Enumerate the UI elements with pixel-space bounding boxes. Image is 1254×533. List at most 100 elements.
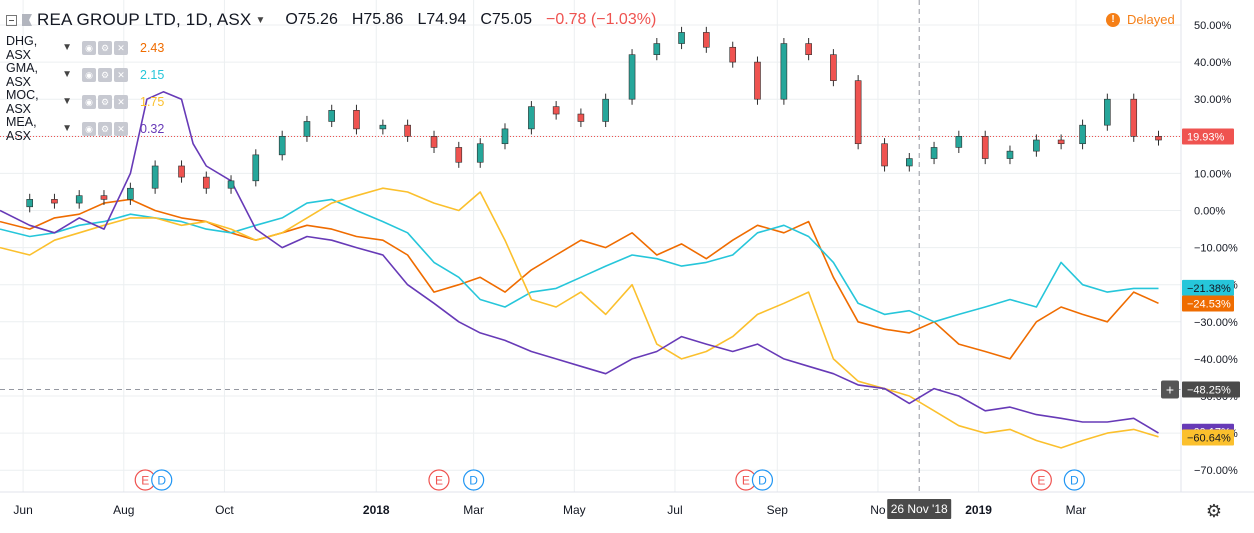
event-marker-label: D (157, 474, 166, 488)
legend: REA GROUP LTD, 1D, ASX ▼ O75.26 H75.86 L… (6, 6, 657, 143)
candle-up (1006, 150, 1014, 159)
x-tick-label: May (563, 503, 586, 517)
candle-down (981, 136, 989, 159)
visibility-eye-icon[interactable]: ◉ (82, 94, 96, 109)
candle-down (703, 32, 710, 48)
legend-symbol[interactable]: GMA, ASX (6, 60, 38, 89)
candle-up (955, 136, 963, 148)
chevron-down-icon[interactable]: ▼ (62, 42, 72, 53)
visibility-eye-icon[interactable]: ◉ (82, 121, 96, 136)
event-marker-label: D (469, 474, 478, 488)
settings-icon[interactable]: ⚙ (98, 121, 112, 136)
candle-up (1079, 124, 1086, 145)
legend-row[interactable]: DHG, ASX ▼ ◉ ⚙ ✕ 2.43 (6, 33, 656, 62)
candle-down (729, 46, 737, 63)
series-line-dhg (0, 198, 1159, 360)
crosshair-value-tag (1182, 381, 1240, 398)
candle-down (178, 165, 185, 178)
event-marker-label: E (435, 474, 443, 488)
candle-up (780, 43, 788, 100)
y-tick-label: 30.00% (1194, 94, 1232, 106)
legend-value: 2.43 (140, 40, 165, 55)
symbol-title[interactable]: REA GROUP LTD, 1D, ASX (37, 10, 252, 29)
crosshair-value-label: −48.25% (1187, 385, 1231, 397)
x-tick-label: Jun (13, 503, 32, 517)
legend-symbol[interactable]: MOC, ASX (6, 87, 39, 116)
price-tag (1182, 128, 1234, 145)
delayed-label: Delayed (1127, 12, 1175, 27)
x-tick-label: No (870, 503, 886, 517)
candle-up (278, 136, 286, 156)
candle-up (379, 124, 387, 130)
candle-up (151, 165, 159, 189)
candle-up (227, 180, 235, 189)
x-tick-label: 2019 (965, 503, 992, 517)
candle-down (455, 147, 463, 163)
delayed-indicator[interactable]: ! Delayed (1106, 12, 1175, 27)
candle-up (127, 187, 134, 200)
candle-up (303, 121, 311, 137)
visibility-eye-icon[interactable]: ◉ (82, 67, 96, 82)
legend-value: 1.75 (140, 94, 165, 109)
ohlc-change: −0.78 (−1.03%) (545, 11, 657, 28)
candle-up (653, 43, 661, 55)
series-line-moc (0, 187, 1159, 449)
remove-close-icon[interactable]: ✕ (114, 40, 128, 55)
candle-down (1155, 136, 1162, 141)
legend-row[interactable]: MOC, ASX ▼ ◉ ⚙ ✕ 1.75 (6, 87, 656, 116)
chevron-down-icon[interactable]: ▼ (255, 14, 266, 26)
y-tick-label: −30.00% (1194, 317, 1238, 329)
x-tick-label: Oct (215, 503, 234, 517)
price-tag (1182, 429, 1234, 446)
candle-down (854, 80, 862, 145)
chevron-down-icon[interactable]: ▼ (62, 123, 72, 134)
candle-down (353, 110, 360, 130)
legend-symbol[interactable]: DHG, ASX (6, 33, 38, 62)
ohlc-open: O75.26 (285, 11, 338, 28)
candle-down (404, 124, 411, 137)
y-tick-label: 40.00% (1194, 57, 1232, 69)
candle-up (678, 32, 685, 44)
settings-icon[interactable]: ⚙ (98, 94, 112, 109)
legend-value: 2.15 (140, 67, 165, 82)
candle-up (602, 98, 609, 122)
settings-icon[interactable]: ⚙ (98, 40, 112, 55)
flag-icon[interactable] (22, 14, 32, 26)
series-line-mea (0, 91, 1159, 434)
price-tag-label: 19.93% (1187, 132, 1225, 144)
chevron-down-icon[interactable]: ▼ (62, 69, 72, 80)
candle-down (552, 106, 560, 115)
x-tick-label: Mar (1066, 503, 1087, 517)
x-tick-label: Sep (767, 503, 789, 517)
series-line-gma (0, 198, 1159, 323)
candle-up (930, 147, 938, 159)
y-tick-label: 50.00% (1194, 20, 1232, 32)
collapse-legend-button[interactable] (6, 14, 17, 26)
event-marker-label: E (742, 474, 750, 488)
candle-up (252, 154, 260, 182)
candle-down (51, 199, 58, 204)
legend-symbol[interactable]: MEA, ASX (6, 114, 37, 143)
price-tag-label: −60.64% (1187, 432, 1231, 444)
candle-up (476, 143, 484, 163)
crosshair-date-label: 26 Nov '18 (891, 502, 948, 516)
candle-up (1033, 139, 1040, 152)
legend-row[interactable]: MEA, ASX ▼ ◉ ⚙ ✕ 0.32 (6, 114, 656, 143)
visibility-eye-icon[interactable]: ◉ (82, 40, 96, 55)
event-marker-label: D (1070, 474, 1079, 488)
candle-down (754, 61, 761, 100)
plus-icon: + (1166, 382, 1174, 398)
event-marker-label: E (141, 474, 149, 488)
settings-icon[interactable]: ⚙ (98, 67, 112, 82)
price-tag (1182, 279, 1234, 296)
legend-row[interactable]: GMA, ASX ▼ ◉ ⚙ ✕ 2.15 (6, 60, 656, 89)
candle-up (528, 106, 535, 130)
chevron-down-icon[interactable]: ▼ (62, 96, 72, 107)
remove-close-icon[interactable]: ✕ (114, 121, 128, 136)
remove-close-icon[interactable]: ✕ (114, 67, 128, 82)
candle-down (830, 54, 837, 81)
remove-close-icon[interactable]: ✕ (114, 94, 128, 109)
